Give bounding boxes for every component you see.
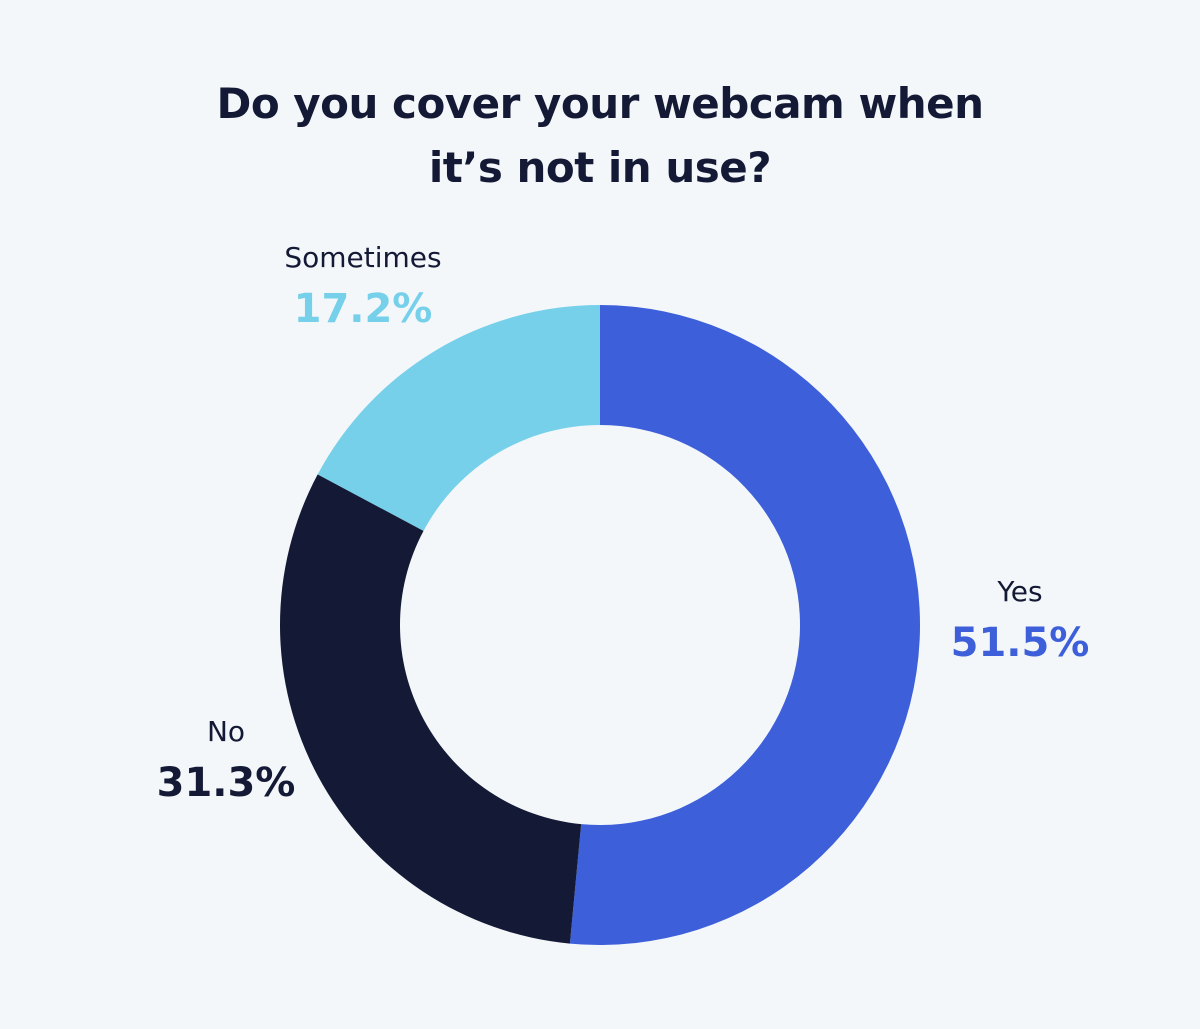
value-label: 31.3% (157, 760, 296, 806)
category-label: Yes (996, 575, 1042, 608)
donut-slice (317, 305, 600, 531)
donut-slice (569, 305, 920, 945)
category-label: Sometimes (284, 241, 441, 274)
chart-title: Do you cover your webcam when it’s not i… (216, 79, 984, 192)
value-label: 51.5% (951, 620, 1090, 666)
donut-slice (279, 474, 582, 944)
value-label: 17.2% (294, 286, 433, 332)
category-label: No (207, 715, 245, 748)
